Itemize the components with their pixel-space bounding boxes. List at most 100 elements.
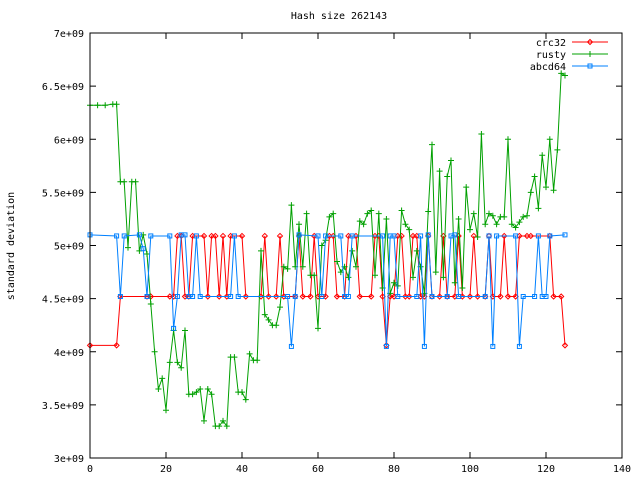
y-tick-label: 4.5e+09 [42, 295, 84, 306]
data-point-crc32 [497, 293, 504, 300]
data-point-rusty [486, 210, 492, 217]
data-point-crc32 [219, 232, 227, 240]
data-point-rusty [391, 279, 397, 286]
data-point-rusty [432, 269, 439, 276]
data-point-abcd64 [535, 233, 541, 239]
data-point-abcd64 [490, 343, 496, 349]
data-point-rusty [163, 407, 169, 414]
data-point-abcd64 [532, 294, 538, 299]
data-point-abcd64 [452, 232, 458, 238]
data-point-abcd64 [182, 232, 188, 238]
data-point-rusty [216, 423, 223, 430]
legend-label: crc32 [536, 38, 566, 49]
data-point-abcd64 [285, 294, 291, 299]
data-point-crc32 [238, 232, 246, 240]
data-point-rusty [413, 247, 420, 254]
data-point-rusty [254, 357, 261, 364]
data-point-crc32 [500, 232, 508, 240]
data-point-abcd64 [456, 294, 462, 299]
data-point-rusty [349, 247, 356, 254]
data-point-rusty [546, 136, 553, 143]
data-point-rusty [246, 350, 253, 357]
legend-marker-crc32 [586, 38, 594, 46]
series-line-abcd64 [89, 234, 566, 347]
data-point-rusty [440, 274, 447, 281]
data-point-rusty [451, 279, 458, 286]
data-point-rusty [383, 215, 390, 222]
data-point-rusty [197, 385, 204, 392]
x-tick-label: 120 [537, 464, 555, 475]
data-point-crc32 [466, 293, 474, 300]
data-point-abcd64 [444, 294, 450, 299]
data-point-rusty [311, 272, 318, 279]
data-point-rusty [444, 173, 451, 180]
y-tick-label: 6.5e+09 [42, 82, 84, 93]
data-point-abcd64 [296, 232, 302, 238]
data-point-rusty [208, 391, 215, 398]
data-point-rusty [425, 208, 432, 215]
data-point-crc32 [265, 293, 272, 300]
data-point-rusty [398, 207, 405, 214]
data-point-rusty [121, 178, 128, 185]
data-point-abcd64 [338, 233, 344, 239]
data-point-rusty [288, 202, 295, 209]
data-point-crc32 [261, 232, 269, 240]
data-point-rusty [505, 136, 511, 143]
data-point-crc32 [215, 293, 223, 300]
data-point-rusty [535, 205, 542, 212]
data-point-rusty [474, 234, 481, 240]
data-point-rusty [554, 146, 561, 153]
data-point-rusty [201, 417, 207, 424]
data-point-rusty [489, 212, 496, 219]
data-point-rusty [353, 263, 359, 270]
data-point-rusty [242, 396, 249, 403]
data-point-rusty [364, 210, 371, 217]
data-point-rusty [459, 285, 466, 291]
y-tick-label: 5e+09 [54, 242, 84, 253]
data-point-rusty [455, 215, 462, 222]
data-point-crc32 [405, 293, 413, 300]
data-point-rusty [330, 210, 337, 217]
data-point-abcd64 [315, 233, 321, 239]
data-point-rusty [326, 213, 333, 220]
data-point-rusty [463, 184, 470, 191]
data-point-abcd64 [395, 294, 401, 299]
data-point-crc32 [367, 293, 375, 300]
data-point-rusty [315, 325, 321, 332]
x-tick-label: 20 [160, 464, 172, 475]
data-point-abcd64 [319, 294, 325, 299]
data-point-rusty [375, 210, 382, 217]
data-point-crc32 [299, 293, 307, 300]
data-point-crc32 [550, 293, 557, 300]
data-point-abcd64 [235, 294, 241, 299]
data-point-rusty [524, 212, 530, 219]
series-line-rusty [90, 72, 566, 428]
data-point-rusty [277, 304, 283, 311]
data-point-rusty [166, 359, 173, 366]
data-point-rusty [360, 221, 367, 228]
data-point-rusty [318, 242, 325, 249]
y-tick-label: 7e+09 [54, 29, 84, 40]
data-point-crc32 [212, 232, 219, 240]
legend-marker-rusty [587, 51, 593, 57]
data-point-abcd64 [349, 233, 355, 239]
data-point-abcd64 [167, 233, 173, 239]
data-point-rusty [508, 221, 515, 228]
data-point-crc32 [474, 293, 481, 300]
data-point-abcd64 [231, 233, 237, 239]
data-point-rusty [394, 282, 401, 289]
data-point-crc32 [242, 293, 250, 300]
data-point-crc32 [333, 293, 341, 300]
data-point-rusty [520, 213, 527, 220]
data-point-abcd64 [136, 232, 142, 238]
data-point-rusty [296, 221, 302, 228]
data-point-rusty [182, 327, 188, 334]
data-point-rusty [223, 423, 230, 430]
data-point-rusty [94, 102, 101, 109]
data-point-rusty [193, 389, 200, 396]
data-point-rusty [406, 226, 413, 233]
data-point-rusty [368, 207, 375, 214]
data-point-abcd64 [171, 325, 177, 331]
